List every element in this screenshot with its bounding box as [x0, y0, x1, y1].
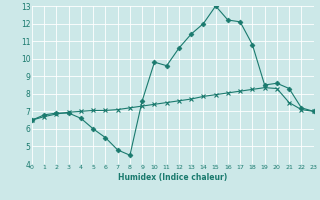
- X-axis label: Humidex (Indice chaleur): Humidex (Indice chaleur): [118, 173, 228, 182]
